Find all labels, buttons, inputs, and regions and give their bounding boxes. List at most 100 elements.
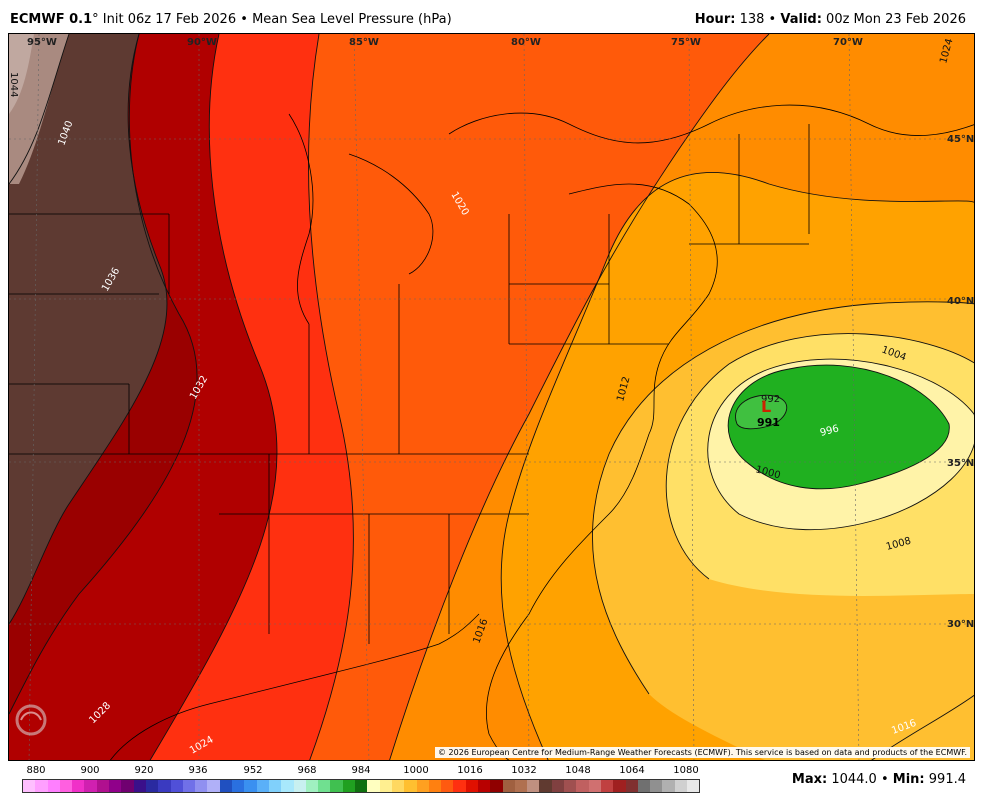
colorbar-swatch — [613, 780, 626, 792]
colorbar-swatch — [244, 780, 257, 792]
colorbar-swatch — [84, 780, 97, 792]
low-pressure-center: L 991 — [757, 397, 780, 429]
lat-label-35n: 35°N — [947, 458, 974, 469]
map-canvas: 95°W 90°W 85°W 80°W 75°W 70°W 45°N 40°N … — [9, 34, 974, 760]
isobar-label-992: 992 — [761, 394, 780, 405]
colorbar-swatch — [502, 780, 515, 792]
colorbar-label: 1064 — [619, 765, 645, 776]
colorbar-label: 1000 — [403, 765, 429, 776]
colorbar-swatch — [47, 780, 60, 792]
colorbar-swatch — [687, 780, 700, 792]
colorbar-swatch — [576, 780, 589, 792]
colorbar-swatch — [23, 780, 36, 792]
colorbar-label: 936 — [188, 765, 208, 776]
latitude-labels: 45°N 40°N 35°N 30°N — [947, 134, 974, 630]
colorbar-swatch — [391, 780, 405, 792]
colorbar-swatch — [416, 780, 429, 792]
minmax-separator: • — [880, 772, 889, 787]
colorbar-swatch — [96, 780, 110, 792]
hour-label: Hour: — [694, 12, 736, 27]
colorbar-label: 1080 — [673, 765, 699, 776]
lat-label-40n: 40°N — [947, 296, 974, 307]
colorbar-swatch — [637, 780, 651, 792]
colorbar-swatch — [662, 780, 675, 792]
colorbar-swatch — [490, 780, 503, 792]
lon-label-70w: 70°W — [833, 37, 863, 48]
copyright-notice: © 2026 European Centre for Medium-Range … — [435, 747, 970, 758]
colorbar-swatch — [232, 780, 245, 792]
colorbar-swatch — [441, 780, 454, 792]
pressure-colorbar — [22, 779, 700, 793]
colorbar-swatch — [195, 780, 208, 792]
colorbar-label: 968 — [297, 765, 317, 776]
colorbar-swatch — [588, 780, 601, 792]
colorbar-swatch — [465, 780, 478, 792]
colorbar-swatch — [133, 780, 146, 792]
colorbar-swatch — [564, 780, 577, 792]
colorbar-label: 952 — [243, 765, 263, 776]
title-separator: • — [240, 12, 248, 27]
weatherbell-logo — [15, 704, 47, 736]
colorbar-swatch — [342, 780, 356, 792]
colorbar-swatch — [404, 780, 417, 792]
isobar-label-996: 996 — [819, 423, 840, 439]
colorbar-swatch — [551, 780, 565, 792]
header: ECMWF 0.1° Init 06z 17 Feb 2026 • Mean S… — [0, 0, 984, 34]
colorbar-swatch — [527, 780, 540, 792]
valid-separator: • — [768, 12, 777, 27]
map-title: ECMWF 0.1° Init 06z 17 Feb 2026 • Mean S… — [10, 12, 452, 27]
colorbar-swatch — [539, 780, 552, 792]
colorbar-swatch — [650, 780, 663, 792]
field-name: Mean Sea Level Pressure (hPa) — [252, 12, 452, 27]
colorbar-swatch — [121, 780, 134, 792]
colorbar-swatch — [281, 780, 294, 792]
lon-label-95w: 95°W — [27, 37, 57, 48]
colorbar-swatch — [219, 780, 233, 792]
colorbar-swatch — [305, 780, 319, 792]
colorbar-swatch — [109, 780, 122, 792]
max-value: 1044.0 — [831, 772, 877, 787]
colorbar-label: 920 — [134, 765, 154, 776]
colorbar-swatch — [318, 780, 331, 792]
colorbar-swatch — [477, 780, 491, 792]
colorbar-swatch — [293, 780, 306, 792]
colorbar-label: 1048 — [565, 765, 591, 776]
longitude-labels: 95°W 90°W 85°W 80°W 75°W 70°W — [27, 37, 863, 48]
band-1036-1040 — [9, 34, 167, 624]
low-value: 991 — [757, 416, 780, 429]
colorbar-swatch — [355, 780, 368, 792]
degree-mark: ° — [92, 12, 99, 27]
colorbar-swatch — [256, 780, 269, 792]
band-lt-992 — [735, 395, 787, 429]
valid-time-block: Hour: 138 • Valid: 00z Mon 23 Feb 2026 — [695, 12, 966, 27]
colorbar-swatch — [72, 780, 85, 792]
band-gt-1044 — [9, 34, 34, 114]
colorbar-swatch — [35, 780, 48, 792]
lon-label-75w: 75°W — [671, 37, 701, 48]
pressure-map[interactable]: 95°W 90°W 85°W 80°W 75°W 70°W 45°N 40°N … — [8, 33, 975, 761]
init-time: Init 06z 17 Feb 2026 — [102, 12, 237, 27]
colorbar-swatch — [514, 780, 528, 792]
colorbar-swatch — [207, 780, 220, 792]
colorbar-label: 900 — [80, 765, 100, 776]
lat-label-45n: 45°N — [947, 134, 974, 145]
min-value: 991.4 — [928, 772, 966, 787]
colorbar-swatch — [674, 780, 688, 792]
lat-label-30n: 30°N — [947, 619, 974, 630]
valid-value: 00z Mon 23 Feb 2026 — [826, 12, 966, 27]
max-label: Max: — [791, 772, 828, 787]
colorbar-label: 1016 — [457, 765, 483, 776]
colorbar-swatch — [367, 780, 380, 792]
lon-label-90w: 90°W — [187, 37, 217, 48]
colorbar-swatch — [453, 780, 466, 792]
lon-label-85w: 85°W — [349, 37, 379, 48]
colorbar-swatch — [182, 780, 196, 792]
colorbar-swatch — [59, 780, 73, 792]
colorbar-swatch — [158, 780, 171, 792]
isobars — [9, 34, 974, 760]
min-max-readout: Max: 1044.0 • Min: 991.4 — [792, 772, 966, 787]
model-name: ECMWF 0.1 — [10, 12, 93, 27]
colorbar-swatch — [330, 780, 343, 792]
colorbar-label: 1032 — [511, 765, 537, 776]
colorbar-swatch — [268, 780, 282, 792]
